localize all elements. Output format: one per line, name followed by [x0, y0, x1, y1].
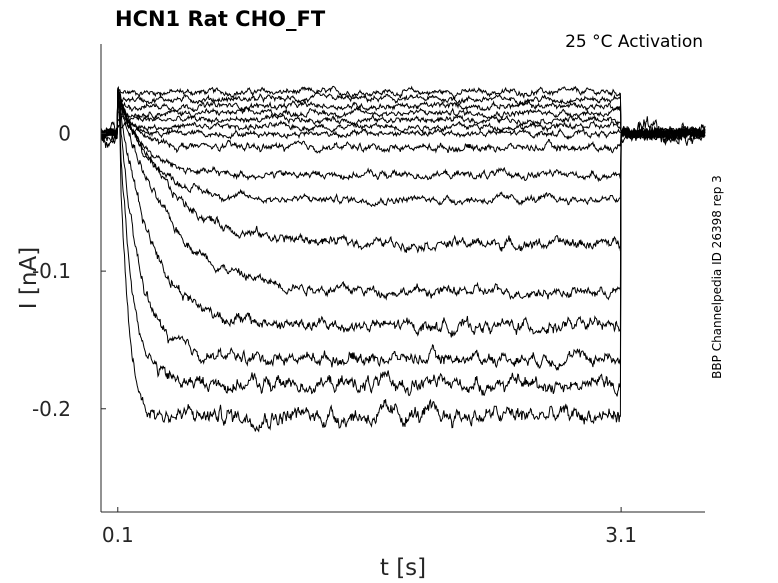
y-tick-label: 0: [58, 121, 71, 145]
chart-annotation: 25 °C Activation: [565, 32, 703, 52]
current-trace: [100, 95, 706, 140]
x-axis-label: t [s]: [380, 555, 426, 581]
x-tick-label: 3.1: [605, 523, 637, 547]
current-trace: [100, 89, 706, 154]
current-traces: [100, 85, 706, 433]
x-tick-label: 0.1: [102, 523, 134, 547]
y-axis-label: I [nA]: [16, 247, 42, 309]
chart-title: HCN1 Rat CHO_FT: [115, 7, 326, 31]
current-trace: [100, 94, 706, 397]
current-trace: [100, 89, 706, 183]
y-tick-label: -0.2: [32, 397, 71, 421]
current-trace: [100, 89, 706, 433]
x-axis-ticks: 0.1 3.1: [102, 507, 637, 547]
current-trace: [100, 87, 706, 208]
current-trace: [100, 99, 706, 140]
current-trace: [100, 92, 706, 141]
y-tick-label: -0.1: [32, 259, 71, 283]
current-trace: [100, 85, 706, 371]
current-trace: [100, 89, 706, 254]
current-trace: [100, 105, 706, 139]
current-trace: [100, 111, 706, 140]
y-axis-ticks: 0 -0.1 -0.2: [32, 121, 106, 421]
current-trace: [100, 85, 706, 140]
current-trace: [100, 91, 706, 338]
current-trace: [100, 89, 706, 301]
current-trace: [100, 119, 706, 139]
side-label: BBP Channelpedia ID 26398 rep 3: [710, 175, 724, 379]
